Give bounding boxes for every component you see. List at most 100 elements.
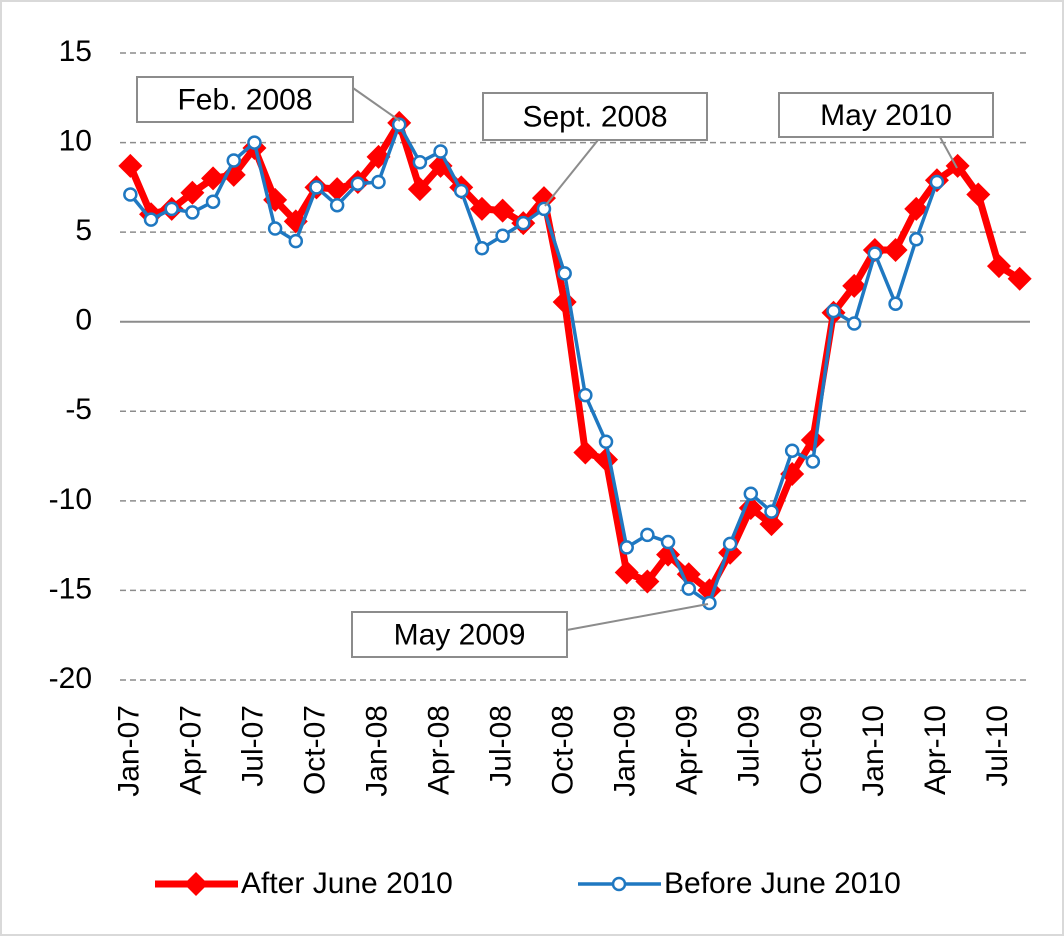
data-point [656, 542, 681, 567]
series-line [128, 122, 939, 605]
annotation-box [778, 92, 994, 138]
data-point [640, 527, 655, 543]
data-point [578, 387, 593, 403]
data-point [288, 233, 304, 249]
x-tick-label: Oct-08 [547, 705, 580, 795]
data-point [660, 534, 676, 550]
data-point [805, 454, 821, 469]
data-point [226, 153, 241, 168]
annotation-leader [566, 603, 709, 631]
data-point [619, 540, 634, 555]
annotation: Sept. 2008 [522, 100, 667, 133]
data-point [888, 296, 903, 312]
data-point [738, 496, 763, 521]
data-point [764, 504, 779, 519]
data-point [614, 560, 639, 585]
data-point [490, 198, 515, 223]
y-tick-label: -10 [49, 483, 92, 516]
data-point [350, 176, 366, 192]
data-point [391, 117, 407, 132]
data-point [185, 205, 200, 220]
x-tick-label: Jan-10 [857, 705, 890, 797]
y-tick-label: 15 [59, 35, 92, 68]
annotation: Feb. 2008 [177, 83, 312, 116]
annotation-leader [352, 87, 401, 122]
data-point [164, 201, 179, 217]
legend-label: After June 2010 [241, 867, 453, 900]
data-point [909, 232, 924, 247]
data-point [722, 536, 738, 552]
legend-marker [611, 876, 627, 892]
data-point [702, 595, 717, 611]
annotation: May 2010 [820, 99, 952, 132]
y-tick-label: 5 [75, 214, 92, 247]
x-tick-label: Apr-10 [919, 705, 952, 795]
data-point [143, 212, 159, 227]
y-tick-label: -15 [49, 572, 92, 605]
annotation-box [482, 92, 708, 141]
y-tick-label: 0 [75, 304, 92, 337]
data-point [247, 135, 262, 150]
data-point [412, 155, 428, 170]
data-point [986, 254, 1011, 279]
data-point [800, 427, 825, 452]
data-point [433, 144, 448, 159]
x-tick-label: Jan-08 [360, 705, 393, 797]
data-point [598, 434, 614, 449]
annotation: May 2009 [394, 618, 526, 651]
x-tick-label: Jul-10 [981, 705, 1014, 787]
data-point [784, 443, 800, 458]
annotation-leader [544, 139, 599, 207]
data-point [180, 180, 205, 205]
data-point [329, 198, 345, 213]
data-point [676, 562, 701, 587]
y-tick-label: 10 [59, 124, 92, 157]
legend-marker [184, 872, 208, 896]
data-point [759, 512, 784, 537]
data-point [904, 196, 929, 221]
data-point [474, 241, 490, 256]
data-point [573, 440, 598, 465]
data-point [495, 228, 510, 243]
x-tick-label: Apr-07 [174, 705, 207, 795]
data-point [1007, 266, 1032, 291]
data-point [201, 166, 226, 191]
annotation-box [136, 76, 354, 123]
data-point [516, 215, 531, 231]
data-point [635, 569, 660, 594]
data-point [309, 180, 324, 195]
data-point [929, 174, 945, 190]
data-point [867, 246, 883, 261]
data-point [681, 581, 696, 596]
series [123, 117, 945, 611]
y-tick-label: -20 [49, 662, 92, 695]
x-tick-label: Jan-09 [609, 705, 642, 797]
x-tick-label: Oct-09 [795, 705, 828, 795]
x-tick-label: Jul-08 [485, 705, 518, 787]
data-point [454, 183, 469, 199]
x-tick-label: Jul-09 [733, 705, 766, 787]
data-point [966, 182, 991, 207]
y-tick-label: -5 [65, 393, 92, 426]
data-point [883, 238, 908, 263]
x-tick-label: Oct-07 [298, 705, 331, 795]
annotation-box [351, 611, 568, 658]
data-point [846, 316, 862, 331]
data-point [826, 303, 841, 319]
data-point [743, 486, 759, 501]
data-point [123, 187, 138, 202]
data-point [371, 174, 386, 190]
data-point [531, 186, 556, 211]
data-point [118, 153, 143, 178]
x-tick-label: Apr-08 [422, 705, 455, 795]
data-point [325, 177, 350, 202]
data-point [469, 196, 494, 221]
data-point [557, 266, 572, 281]
x-tick-label: Jan-07 [112, 705, 145, 797]
data-point [842, 273, 867, 298]
data-point [267, 221, 283, 236]
data-point [205, 194, 221, 209]
